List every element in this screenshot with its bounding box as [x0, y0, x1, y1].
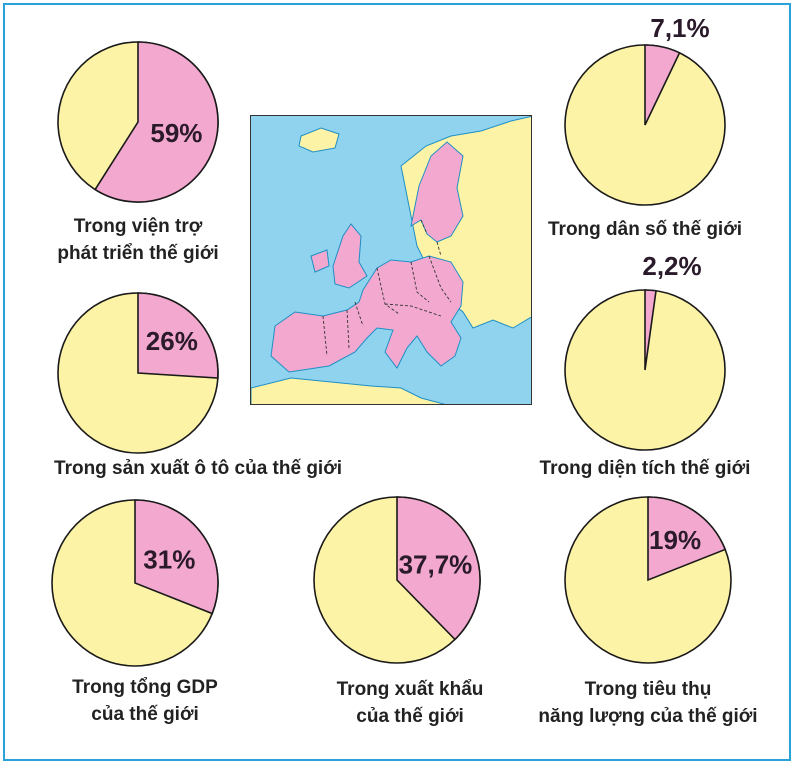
caption-line: Trong diện tích thế giới — [539, 458, 751, 479]
pie-exports: 37,7% — [313, 496, 481, 664]
pie-value-label: 59% — [150, 118, 202, 148]
pie-caption-gdp: Trong tổng GDP của thế giới — [72, 674, 218, 728]
europe-map — [250, 115, 532, 405]
pie-slice-share — [644, 44, 681, 126]
land-eu-mainland — [270, 255, 464, 373]
pie-value-label: 2,2% — [642, 251, 701, 281]
pie-car-production: 26% — [57, 292, 219, 454]
pie-caption-area: Trong diện tích thế giới — [540, 455, 751, 482]
land-iceland — [298, 127, 340, 153]
caption-line: của thế giới — [91, 704, 199, 725]
pie-area: 2,2% — [564, 251, 726, 451]
pie-slice-share — [396, 496, 481, 641]
caption-line: Trong tiêu thụ — [584, 679, 712, 700]
pie-caption-population: Trong dân số thế giới — [548, 216, 742, 243]
pie-value-label: 26% — [146, 326, 198, 356]
pie-caption-exports: Trong xuất khẩu của thế giới — [337, 676, 484, 730]
pie-slice-share — [94, 41, 219, 203]
pie-caption-energy: Trong tiêu thụ năng lượng của thế giới — [538, 676, 757, 730]
pie-value-label: 31% — [143, 545, 195, 575]
caption-line: Trong sản xuất ô tô của thế giới — [54, 458, 342, 479]
pie-energy: 19% — [564, 496, 732, 664]
caption-line: Trong viện trợ — [73, 216, 203, 237]
pie-caption-car-production: Trong sản xuất ô tô của thế giới — [54, 455, 342, 482]
pie-gdp: 31% — [51, 499, 219, 667]
pie-value-label: 19% — [649, 525, 701, 555]
caption-line: phát triển thế giới — [57, 243, 219, 264]
europe-map-drawing — [251, 116, 531, 404]
caption-line: Trong xuất khẩu — [336, 679, 484, 700]
pie-development-aid: 59% — [57, 41, 219, 203]
caption-line: Trong dân số thế giới — [547, 219, 743, 240]
land-north-africa — [251, 377, 446, 404]
pie-slice-share — [137, 292, 219, 379]
pie-caption-development-aid: Trong viện trợ phát triển thế giới — [57, 213, 218, 267]
pie-value-label: 7,1% — [650, 13, 709, 43]
pie-value-label: 37,7% — [399, 549, 473, 579]
pie-slice-share — [647, 496, 727, 582]
land-eu-uk-ireland — [310, 223, 368, 289]
country-borders — [322, 219, 452, 357]
pie-slice-share — [644, 289, 657, 371]
caption-line: của thế giới — [356, 706, 464, 727]
caption-line: Trong tổng GDP — [72, 677, 218, 698]
caption-line: năng lượng của thế giới — [538, 706, 758, 727]
pie-slice-share — [134, 499, 219, 615]
pie-population: 7,1% — [564, 13, 726, 206]
